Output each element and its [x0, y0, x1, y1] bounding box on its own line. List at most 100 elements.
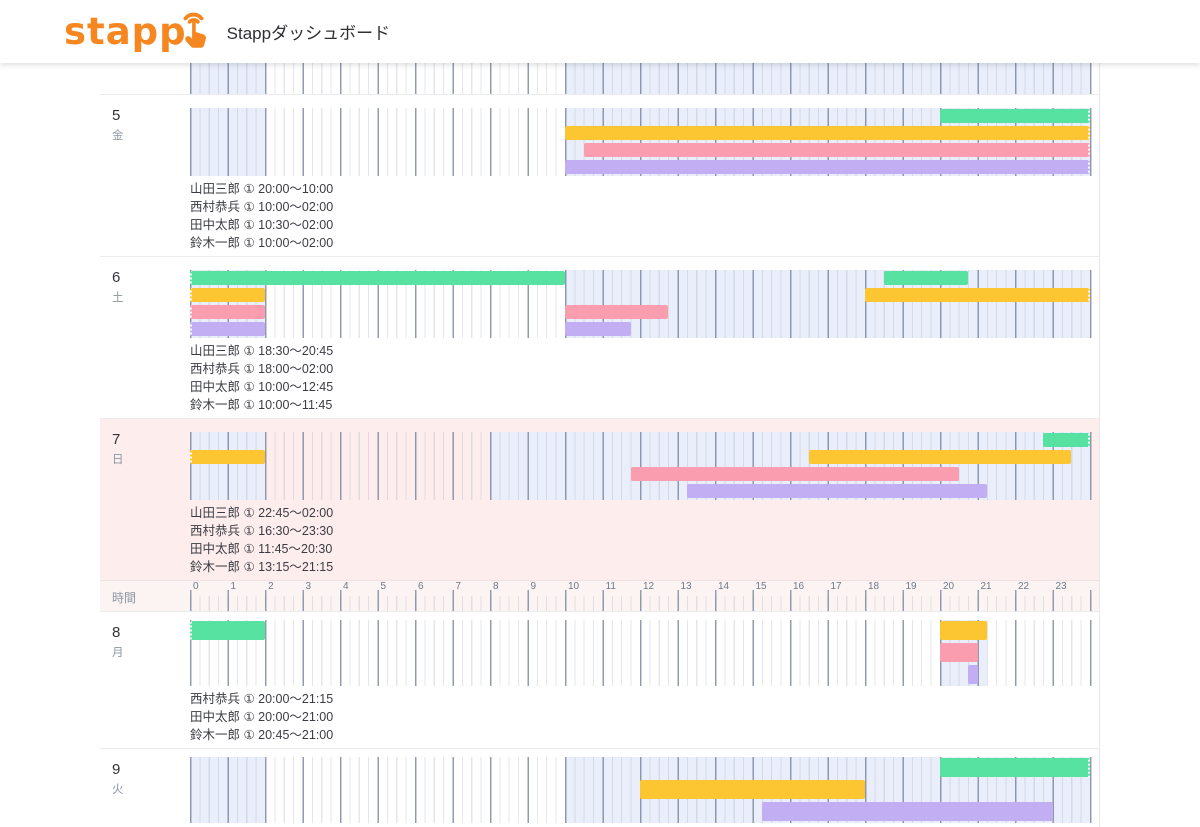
- weekday-label: 金: [112, 130, 124, 142]
- shift-entry: 西村恭兵 ① 20:00〜21:15: [190, 692, 334, 706]
- coverage-shading: [190, 63, 265, 94]
- day-body: 西村恭兵 ① 20:00〜21:15 田中太郎 ① 20:00〜21:00 鈴木一郎…: [190, 612, 1099, 748]
- shift-bar[interactable]: [940, 643, 978, 662]
- day-row: 5 金山田三郎 ① 20:00〜10:00 西村恭兵 ① 10:00〜02:00 田中…: [100, 94, 1099, 256]
- day-timeline: [190, 432, 1092, 500]
- shift-bar[interactable]: [565, 126, 1090, 140]
- shift-entry-list: 山田三郎 ① 18:30〜20:45 西村恭兵 ① 18:00〜02:00 田中太郎…: [190, 342, 1099, 414]
- hour-label: 6: [418, 581, 424, 592]
- hour-label: 15: [755, 581, 767, 592]
- shift-bar[interactable]: [883, 271, 969, 285]
- day-body: [190, 63, 1099, 94]
- shift-entry: 山田三郎 ① 20:00〜10:00: [190, 182, 334, 196]
- coverage-shading: [190, 432, 265, 500]
- hour-label: 8: [493, 581, 499, 592]
- hour-label: 14: [718, 581, 730, 592]
- shift-entry: 山田三郎 ① 18:30〜20:45: [190, 344, 334, 358]
- stapp-logo[interactable]: stapp: [64, 4, 215, 60]
- hour-label: 1: [230, 581, 237, 592]
- shift-bar[interactable]: [583, 143, 1090, 157]
- hour-label: 21: [980, 581, 992, 592]
- axis-quarter-ticks: [190, 596, 1092, 611]
- day-number: 6: [112, 269, 121, 286]
- shift-bar[interactable]: [940, 621, 987, 640]
- day-row: 7 日山田三郎 ① 22:45〜02:00 西村恭兵 ① 16:30〜23:30 田中…: [100, 418, 1099, 580]
- time-axis-label: 時間: [112, 591, 137, 605]
- hour-label: 13: [680, 581, 692, 592]
- shift-bar[interactable]: [190, 271, 565, 285]
- shift-entry: 田中太郎 ① 11:45〜20:30: [190, 542, 333, 556]
- shift-bar[interactable]: [865, 288, 1090, 302]
- day-label: [100, 63, 190, 94]
- shift-bar[interactable]: [968, 665, 978, 684]
- shift-bar[interactable]: [190, 288, 265, 302]
- hour-label: 17: [830, 581, 842, 592]
- day-number: 8: [112, 624, 121, 641]
- time-axis-row: 時間 0 1 2 3 4 5 6 7 8 9 10 11 12 13 14 15 16 17 18 19 20 21 22 23: [100, 580, 1099, 611]
- hour-label: 10: [568, 581, 580, 592]
- day-number: 9: [112, 761, 121, 778]
- shift-entry: 西村恭兵 ① 10:00〜02:00: [190, 200, 334, 214]
- day-timeline: [190, 108, 1092, 176]
- hour-label: 16: [793, 581, 805, 592]
- shift-entry-list: 山田三郎 ① 20:00〜10:00 西村恭兵 ① 10:00〜02:00 田中太郎…: [190, 180, 1099, 252]
- shift-bar[interactable]: [686, 484, 987, 498]
- weekday-label: 月: [112, 647, 124, 659]
- shift-bar[interactable]: [1043, 433, 1090, 447]
- coverage-shading: [565, 63, 1090, 94]
- page-title: Stappダッシュボード: [226, 24, 391, 43]
- shift-entry: 鈴木一郎 ① 13:15〜21:15: [190, 560, 334, 574]
- day-timeline: [190, 270, 1092, 338]
- hour-label: 11: [605, 581, 616, 592]
- shift-bar[interactable]: [630, 467, 959, 481]
- coverage-shading: [565, 270, 1090, 338]
- shift-bar[interactable]: [565, 305, 669, 319]
- hour-label: 7: [455, 581, 462, 592]
- shift-entry: 田中太郎 ① 10:00〜12:45: [190, 380, 334, 394]
- shift-bar[interactable]: [940, 758, 1090, 777]
- hour-label: 2: [268, 581, 274, 592]
- hour-label: 3: [305, 581, 312, 592]
- day-timeline: [190, 620, 1092, 686]
- shift-entry: 西村恭兵 ① 16:30〜23:30: [190, 524, 334, 538]
- shift-entry: 山田三郎 ① 22:45〜02:00: [190, 506, 334, 520]
- shift-bar[interactable]: [565, 160, 1090, 174]
- weekday-label: 日: [112, 454, 124, 466]
- day-number: 7: [112, 431, 121, 448]
- shift-entry: 西村恭兵 ① 18:00〜02:00: [190, 362, 334, 376]
- day-timeline: [190, 757, 1092, 823]
- shift-bar[interactable]: [761, 802, 1053, 821]
- shift-bar[interactable]: [190, 322, 265, 336]
- hour-label: 18: [868, 581, 880, 592]
- coverage-shading: [190, 757, 265, 823]
- day-timeline: [190, 63, 1092, 94]
- shift-entry: 鈴木一郎 ① 10:00〜02:00: [190, 236, 334, 250]
- axis-hour-ticks: [190, 590, 1092, 611]
- hour-label: 9: [530, 581, 537, 592]
- day-body: 山田三郎 ① 22:45〜02:00 西村恭兵 ① 16:30〜23:30 田中太郎…: [190, 419, 1099, 580]
- day-body: [190, 749, 1099, 827]
- shift-bar[interactable]: [640, 780, 865, 799]
- hour-label: 12: [643, 581, 655, 592]
- weekday-label: 火: [112, 784, 124, 796]
- touch-pointer-icon: [183, 12, 206, 48]
- shift-bar[interactable]: [190, 305, 265, 319]
- day-number: 5: [112, 107, 121, 124]
- hour-label: 4: [343, 581, 349, 592]
- hour-label: 19: [905, 581, 917, 592]
- shift-bar[interactable]: [565, 322, 631, 336]
- day-body: 山田三郎 ① 20:00〜10:00 西村恭兵 ① 10:00〜02:00 田中太郎…: [190, 95, 1099, 256]
- shift-bar[interactable]: [190, 621, 265, 640]
- shift-bar[interactable]: [940, 109, 1090, 123]
- day-row: 8 月西村恭兵 ① 20:00〜21:15 田中太郎 ① 20:00〜21:00 鈴木…: [100, 611, 1099, 748]
- shift-entry: 鈴木一郎 ① 10:00〜11:45: [190, 398, 333, 412]
- shift-entry: 田中太郎 ① 20:00〜21:00: [190, 710, 334, 724]
- shift-bar[interactable]: [190, 450, 265, 464]
- shift-bar[interactable]: [808, 450, 1072, 464]
- time-axis-grid: 0 1 2 3 4 5 6 7 8 9 10 11 12 13 14 15 16 17 18 19 20 21 22 23: [190, 581, 1092, 611]
- day-row: 6 土山田三郎 ① 18:30〜20:45 西村恭兵 ① 18:00〜02:00 田中…: [100, 256, 1099, 418]
- shift-schedule-table: 5 金山田三郎 ① 20:00〜10:00 西村恭兵 ① 10:00〜02:00 田中…: [100, 63, 1100, 827]
- weekday-label: 土: [112, 292, 124, 304]
